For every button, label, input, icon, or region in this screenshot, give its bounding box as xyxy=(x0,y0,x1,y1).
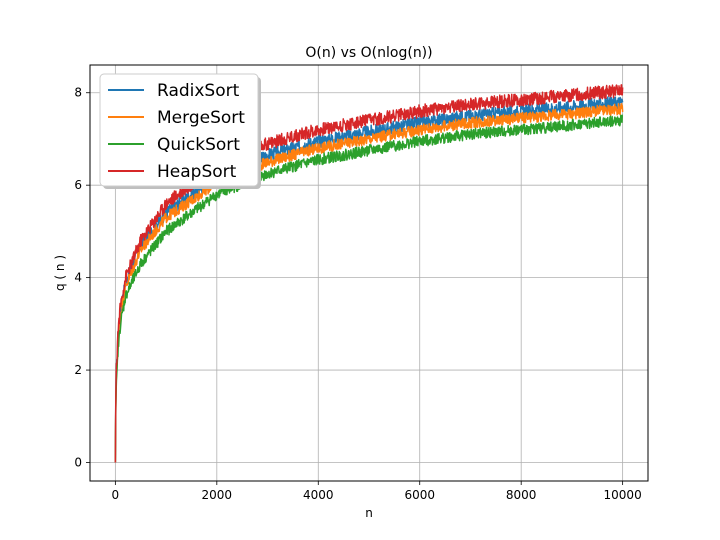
x-axis-label: n xyxy=(365,506,373,520)
x-tick-label: 10000 xyxy=(604,488,642,502)
x-tick-label: 8000 xyxy=(506,488,537,502)
y-tick-label: 8 xyxy=(74,86,82,100)
axis-ticks: 0 2000 4000 6000 8000 10000 0 2 4 6 8 xyxy=(74,86,641,502)
x-tick-label: 6000 xyxy=(404,488,435,502)
chart-title: O(n) vs O(nlog(n)) xyxy=(305,45,432,61)
x-tick-label: 0 xyxy=(112,488,120,502)
y-tick-label: 0 xyxy=(74,456,82,470)
y-axis-label: q ( n ) xyxy=(53,255,67,291)
x-tick-label: 2000 xyxy=(202,488,233,502)
legend-label: RadixSort xyxy=(157,81,240,101)
plot-frame xyxy=(89,64,649,482)
series-layer xyxy=(114,84,624,463)
series-line-mergesort xyxy=(114,103,624,463)
legend-label: MergeSort xyxy=(157,108,245,128)
legend-label: QuickSort xyxy=(157,135,240,155)
y-tick-label: 6 xyxy=(74,178,82,192)
y-tick-label: 2 xyxy=(74,363,82,377)
legend: RadixSort MergeSort QuickSort HeapSort xyxy=(99,73,261,189)
series-line-quicksort xyxy=(114,114,624,463)
legend-box xyxy=(99,73,259,187)
legend-label: HeapSort xyxy=(157,162,237,182)
y-tick-label: 4 xyxy=(74,271,82,285)
x-tick-label: 4000 xyxy=(303,488,334,502)
